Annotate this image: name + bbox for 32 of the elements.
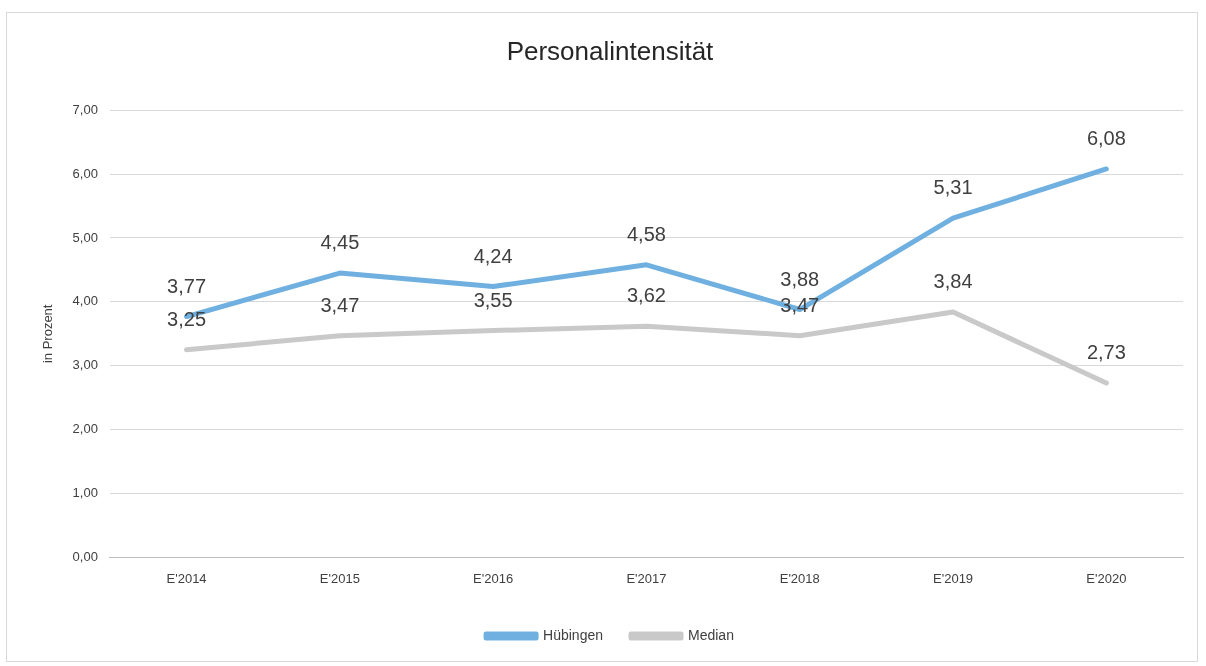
- x-tick-label: E'2018: [779, 570, 820, 586]
- x-tick-label: E'2016: [473, 570, 514, 586]
- data-label: 6,08: [1086, 126, 1126, 149]
- data-label: 3,77: [167, 274, 207, 297]
- x-tick-label: E'2019: [933, 570, 974, 586]
- x-tick-label: E'2017: [626, 570, 667, 586]
- data-label: 3,62: [626, 284, 666, 307]
- y-tick-label: 5,00: [72, 229, 98, 245]
- data-label: 3,25: [167, 307, 207, 330]
- x-tick-label: E'2014: [166, 570, 207, 586]
- data-label: 3,88: [780, 267, 820, 290]
- y-tick-label: 3,00: [72, 357, 98, 373]
- data-label: 4,45: [320, 231, 360, 254]
- x-tick-label: E'2020: [1086, 570, 1127, 586]
- data-label: 2,73: [1086, 340, 1126, 363]
- y-tick-label: 1,00: [72, 485, 98, 501]
- y-axis-title: in Prozent: [40, 304, 56, 364]
- data-label: 3,55: [473, 288, 513, 311]
- y-tick-label: 2,00: [72, 421, 98, 437]
- x-tick-label: E'2015: [319, 570, 360, 586]
- data-label: 4,24: [473, 244, 513, 267]
- data-label: 4,58: [626, 222, 666, 245]
- data-label: 3,84: [933, 270, 973, 293]
- y-tick-label: 0,00: [72, 548, 98, 564]
- data-label: 5,31: [933, 176, 973, 199]
- y-tick-label: 7,00: [72, 101, 98, 117]
- legend-label: Hübingen: [543, 626, 604, 643]
- legend-label: Median: [688, 626, 734, 643]
- chart-title: Personalintensität: [506, 35, 715, 66]
- y-tick-label: 4,00: [72, 293, 98, 309]
- y-tick-label: 6,00: [72, 165, 98, 181]
- data-label: 3,47: [320, 293, 360, 316]
